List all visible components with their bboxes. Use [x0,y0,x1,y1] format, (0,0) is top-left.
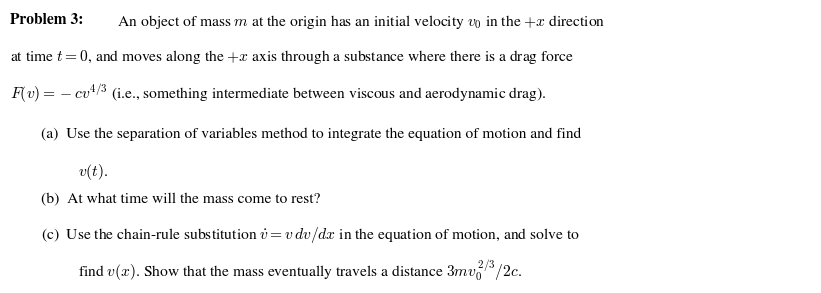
Text: An object of mass $m$ at the origin has an initial velocity $v_0$ in the $+x$ di: An object of mass $m$ at the origin has … [109,13,605,31]
Text: (a)  Use the separation of variables method to integrate the equation of motion : (a) Use the separation of variables meth… [41,127,581,141]
Text: $v(t)$.: $v(t)$. [78,162,108,182]
Text: (c)  Use the chain-rule substitution $\dot{v} = v\,dv/dx$ in the equation of mot: (c) Use the chain-rule substitution $\do… [41,225,580,245]
Text: (b)  At what time will the mass come to rest?: (b) At what time will the mass come to r… [41,193,320,207]
Text: Problem 3:: Problem 3: [10,13,87,27]
Text: find $v(x)$. Show that the mass eventually travels a distance $3mv_0^{\,2/3}/2c$: find $v(x)$. Show that the mass eventual… [78,259,522,285]
Text: at time $t = 0$, and moves along the $+x$ axis through a substance where there i: at time $t = 0$, and moves along the $+x… [10,48,574,66]
Text: $F(v) = -cv^{4/3}$ (i.e., something intermediate between viscous and aerodynamic: $F(v) = -cv^{4/3}$ (i.e., something inte… [10,82,546,105]
